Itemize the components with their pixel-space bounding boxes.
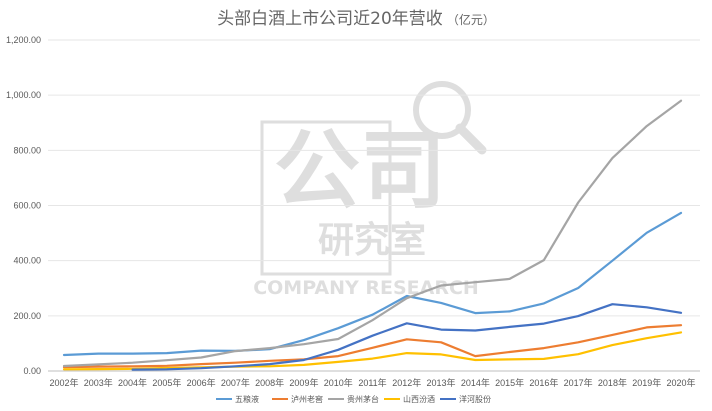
y-tick-label: 1,000.00 bbox=[6, 90, 41, 100]
watermark: 公司 研究室 COMPANY RESEARCH bbox=[253, 81, 487, 299]
legend-label: 山西汾酒 bbox=[403, 394, 435, 404]
gridlines bbox=[48, 39, 700, 372]
series-line-2 bbox=[62, 99, 683, 368]
magnifier-handle-icon bbox=[455, 123, 487, 155]
x-tick-label: 2016年 bbox=[529, 377, 558, 388]
y-tick-label: 200.00 bbox=[13, 311, 41, 321]
legend: 五粮液 泸州老窖 贵州茅台 山西汾酒 洋河股份 bbox=[216, 394, 491, 404]
y-axis-ticks: 0.00 200.00 400.00 600.00 800.00 1,000.00 1,20… bbox=[6, 35, 41, 376]
x-tick-label: 2011年 bbox=[358, 377, 386, 388]
x-tick-label: 2005年 bbox=[152, 377, 181, 388]
series-lines bbox=[62, 99, 683, 371]
y-tick-label: 400.00 bbox=[13, 256, 41, 266]
magnifier-icon bbox=[413, 81, 471, 139]
chart-title-main: 头部白酒上市公司近20年营收 bbox=[217, 9, 443, 29]
chart-title: 头部白酒上市公司近20年营收 （亿元） bbox=[217, 9, 495, 29]
x-tick-label: 2013年 bbox=[427, 377, 456, 388]
x-axis-ticks: 2002年 2003年 2004年 2005年 2006年 2007年 2008年 2009年… bbox=[49, 377, 695, 388]
x-tick-label: 2012年 bbox=[392, 377, 421, 388]
series-line-1 bbox=[62, 324, 683, 369]
x-tick-label: 2015年 bbox=[495, 377, 524, 388]
series-line-3 bbox=[62, 331, 683, 371]
x-tick-label: 2018年 bbox=[598, 377, 627, 388]
watermark-sub: 研究室 bbox=[318, 220, 426, 261]
watermark-en: COMPANY RESEARCH bbox=[253, 277, 479, 299]
series-line-0 bbox=[62, 211, 683, 357]
legend-label: 泸州老窖 bbox=[291, 394, 323, 404]
x-tick-label: 2003年 bbox=[84, 377, 113, 388]
x-tick-label: 2006年 bbox=[187, 377, 216, 388]
x-tick-label: 2010年 bbox=[324, 377, 353, 388]
watermark-frame bbox=[260, 120, 392, 276]
x-tick-label: 2002年 bbox=[49, 377, 78, 388]
x-tick-label: 2019年 bbox=[632, 377, 661, 388]
chart-title-unit: （亿元） bbox=[447, 12, 495, 27]
x-tick-label: 2014年 bbox=[461, 377, 490, 388]
x-tick-label: 2004年 bbox=[118, 377, 147, 388]
x-tick-label: 2020年 bbox=[666, 377, 695, 388]
x-tick-label: 2007年 bbox=[221, 377, 250, 388]
x-tick-label: 2008年 bbox=[255, 377, 284, 388]
y-tick-label: 0.00 bbox=[23, 366, 41, 376]
legend-label: 贵州茅台 bbox=[347, 394, 379, 404]
x-tick-label: 2017年 bbox=[564, 377, 593, 388]
y-tick-label: 600.00 bbox=[13, 201, 41, 211]
legend-label: 五粮液 bbox=[235, 394, 259, 404]
x-tick-label: 2009年 bbox=[289, 377, 318, 388]
series-line-4 bbox=[131, 303, 683, 371]
y-tick-label: 800.00 bbox=[13, 145, 41, 155]
legend-label: 洋河股份 bbox=[459, 394, 491, 404]
watermark-brand: 公司 bbox=[274, 121, 446, 221]
y-tick-label: 1,200.00 bbox=[6, 35, 41, 45]
